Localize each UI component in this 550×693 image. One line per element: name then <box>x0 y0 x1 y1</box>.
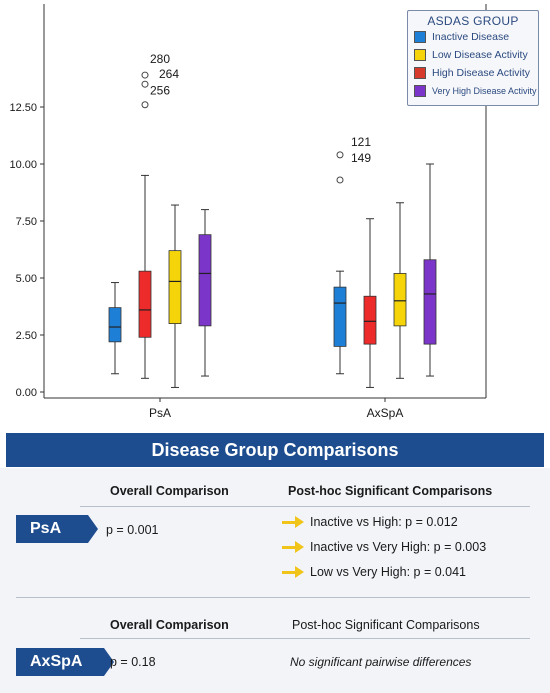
legend-item-low: Low Disease Activity <box>414 46 538 64</box>
psa-tag: PsA <box>16 515 98 543</box>
legend-label-high: High Disease Activity <box>432 67 531 79</box>
boxplot-chart: 0.00 2.50 5.00 7.50 10.00 12.50 PsA AxSpA 280 264… <box>9 4 539 420</box>
box-1-0 <box>138 270 152 338</box>
x-tick-label: PsA <box>149 406 171 420</box>
comparisons-banner: Disease Group Comparisons <box>6 433 544 467</box>
comparisons-table: Overall Comparison Post-hoc Significant … <box>0 468 550 693</box>
outlier-point <box>336 151 344 159</box>
legend-swatch-very-high <box>414 85 426 97</box>
legend-item-inactive: Inactive Disease <box>414 28 538 46</box>
overall-comparison-header: Overall Comparison <box>110 484 229 498</box>
psa-comparison-2: Inactive vs Very High: p = 0.003 <box>282 540 486 554</box>
legend-item-high: High Disease Activity <box>414 64 538 82</box>
psa-comparison-3: Low vs Very High: p = 0.041 <box>282 565 466 579</box>
posthoc-header: Post-hoc Significant Comparisons <box>288 484 493 498</box>
box-0-1 <box>333 286 347 347</box>
psa-comparison-2-text: Inactive vs Very High: p = 0.003 <box>310 540 487 554</box>
psa-overall-pvalue: p = 0.001 <box>106 523 159 537</box>
header-divider <box>80 506 530 507</box>
legend-swatch-inactive <box>414 31 426 43</box>
box-2-0 <box>168 250 182 324</box>
psa-comparison-3-text: Low vs Very High: p = 0.041 <box>310 565 466 579</box>
y-tick-label: 12.50 <box>9 102 37 114</box>
legend-item-very-high: Very High Disease Activity <box>414 82 538 100</box>
psa-comparison-1-text: Inactive vs High: p = 0.012 <box>310 515 458 529</box>
outlier-label: 149 <box>351 151 371 165</box>
arrow-right-icon <box>282 566 304 578</box>
legend-swatch-low <box>414 49 426 61</box>
outlier-label: 280 <box>150 52 170 66</box>
legend-title: ASDAS GROUP <box>427 14 519 28</box>
box-3-0 <box>198 234 212 327</box>
legend-label-inactive: Inactive Disease <box>432 31 510 43</box>
box-3-1 <box>423 259 437 345</box>
y-tick-label: 2.50 <box>16 330 37 342</box>
header-divider-2 <box>80 638 530 639</box>
outlier-label: 256 <box>150 84 170 98</box>
box-0-0 <box>108 307 122 343</box>
y-tick-label: 0.00 <box>16 387 37 399</box>
outlier-label: 121 <box>351 135 371 149</box>
arrow-right-icon <box>282 541 304 553</box>
arrow-right-icon <box>282 516 304 528</box>
psa-comparison-1: Inactive vs High: p = 0.012 <box>282 515 458 529</box>
outlier-label: 264 <box>159 67 179 81</box>
box-2-1 <box>393 273 407 327</box>
chart-legend: ASDAS GROUP Inactive Disease Low Disease… <box>407 10 539 106</box>
outlier-point <box>141 101 149 109</box>
y-tick-label: 7.50 <box>16 216 37 228</box>
legend-label-low: Low Disease Activity <box>432 49 528 61</box>
axspa-tag: AxSpA <box>16 648 114 676</box>
axspa-overall-pvalue: p = 0.18 <box>110 655 156 669</box>
y-tick-label: 10.00 <box>9 159 37 171</box>
posthoc-header-2: Post-hoc Significant Comparisons <box>292 618 480 632</box>
box-1-1 <box>363 295 377 345</box>
legend-label-very-high: Very High Disease Activity <box>432 86 537 96</box>
x-tick-label: AxSpA <box>367 406 404 420</box>
chart-canvas: 0.00 2.50 5.00 7.50 10.00 12.50 PsA AxSpA 280264… <box>9 4 487 420</box>
section-divider <box>16 597 530 598</box>
legend-swatch-high <box>414 67 426 79</box>
y-tick-label: 5.00 <box>16 273 37 285</box>
outlier-point <box>141 80 149 88</box>
axspa-no-differences: No significant pairwise differences <box>290 655 472 669</box>
outlier-point <box>336 176 344 184</box>
overall-comparison-header-2: Overall Comparison <box>110 618 229 632</box>
outlier-point <box>141 71 149 79</box>
